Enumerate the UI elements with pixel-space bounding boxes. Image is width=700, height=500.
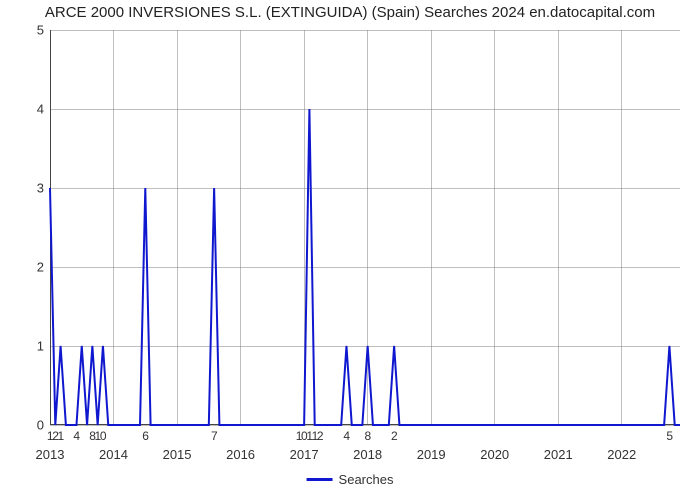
x-year-label: 2020 — [480, 425, 509, 462]
x-value-label: 7 — [211, 425, 217, 443]
x-value-label: 0 — [100, 425, 106, 443]
legend-swatch — [307, 478, 333, 481]
x-value-label: 2 — [391, 425, 397, 443]
x-value-label: 8 — [365, 425, 371, 443]
x-value-label: 2 — [317, 425, 323, 443]
series-line — [50, 30, 680, 425]
plot-area: 0123452013201420152016201720182019202020… — [50, 30, 680, 425]
chart-title: ARCE 2000 INVERSIONES S.L. (EXTINGUIDA) … — [0, 4, 700, 21]
x-value-label: 4 — [343, 425, 349, 443]
legend: Searches — [307, 472, 394, 487]
y-tick-label: 1 — [37, 339, 50, 354]
y-tick-label: 3 — [37, 181, 50, 196]
x-year-label: 2016 — [226, 425, 255, 462]
x-year-label: 2022 — [607, 425, 636, 462]
legend-label: Searches — [339, 472, 394, 487]
x-year-label: 2021 — [544, 425, 573, 462]
x-value-label: 4 — [73, 425, 79, 443]
x-value-label: 6 — [142, 425, 148, 443]
y-tick-label: 5 — [37, 23, 50, 38]
x-year-label: 2019 — [417, 425, 446, 462]
y-tick-label: 2 — [37, 260, 50, 275]
x-value-label: 1 — [57, 425, 63, 443]
y-tick-label: 4 — [37, 102, 50, 117]
x-year-label: 2015 — [163, 425, 192, 462]
chart-container: ARCE 2000 INVERSIONES S.L. (EXTINGUIDA) … — [0, 0, 700, 500]
x-value-label: 5 — [666, 425, 672, 443]
